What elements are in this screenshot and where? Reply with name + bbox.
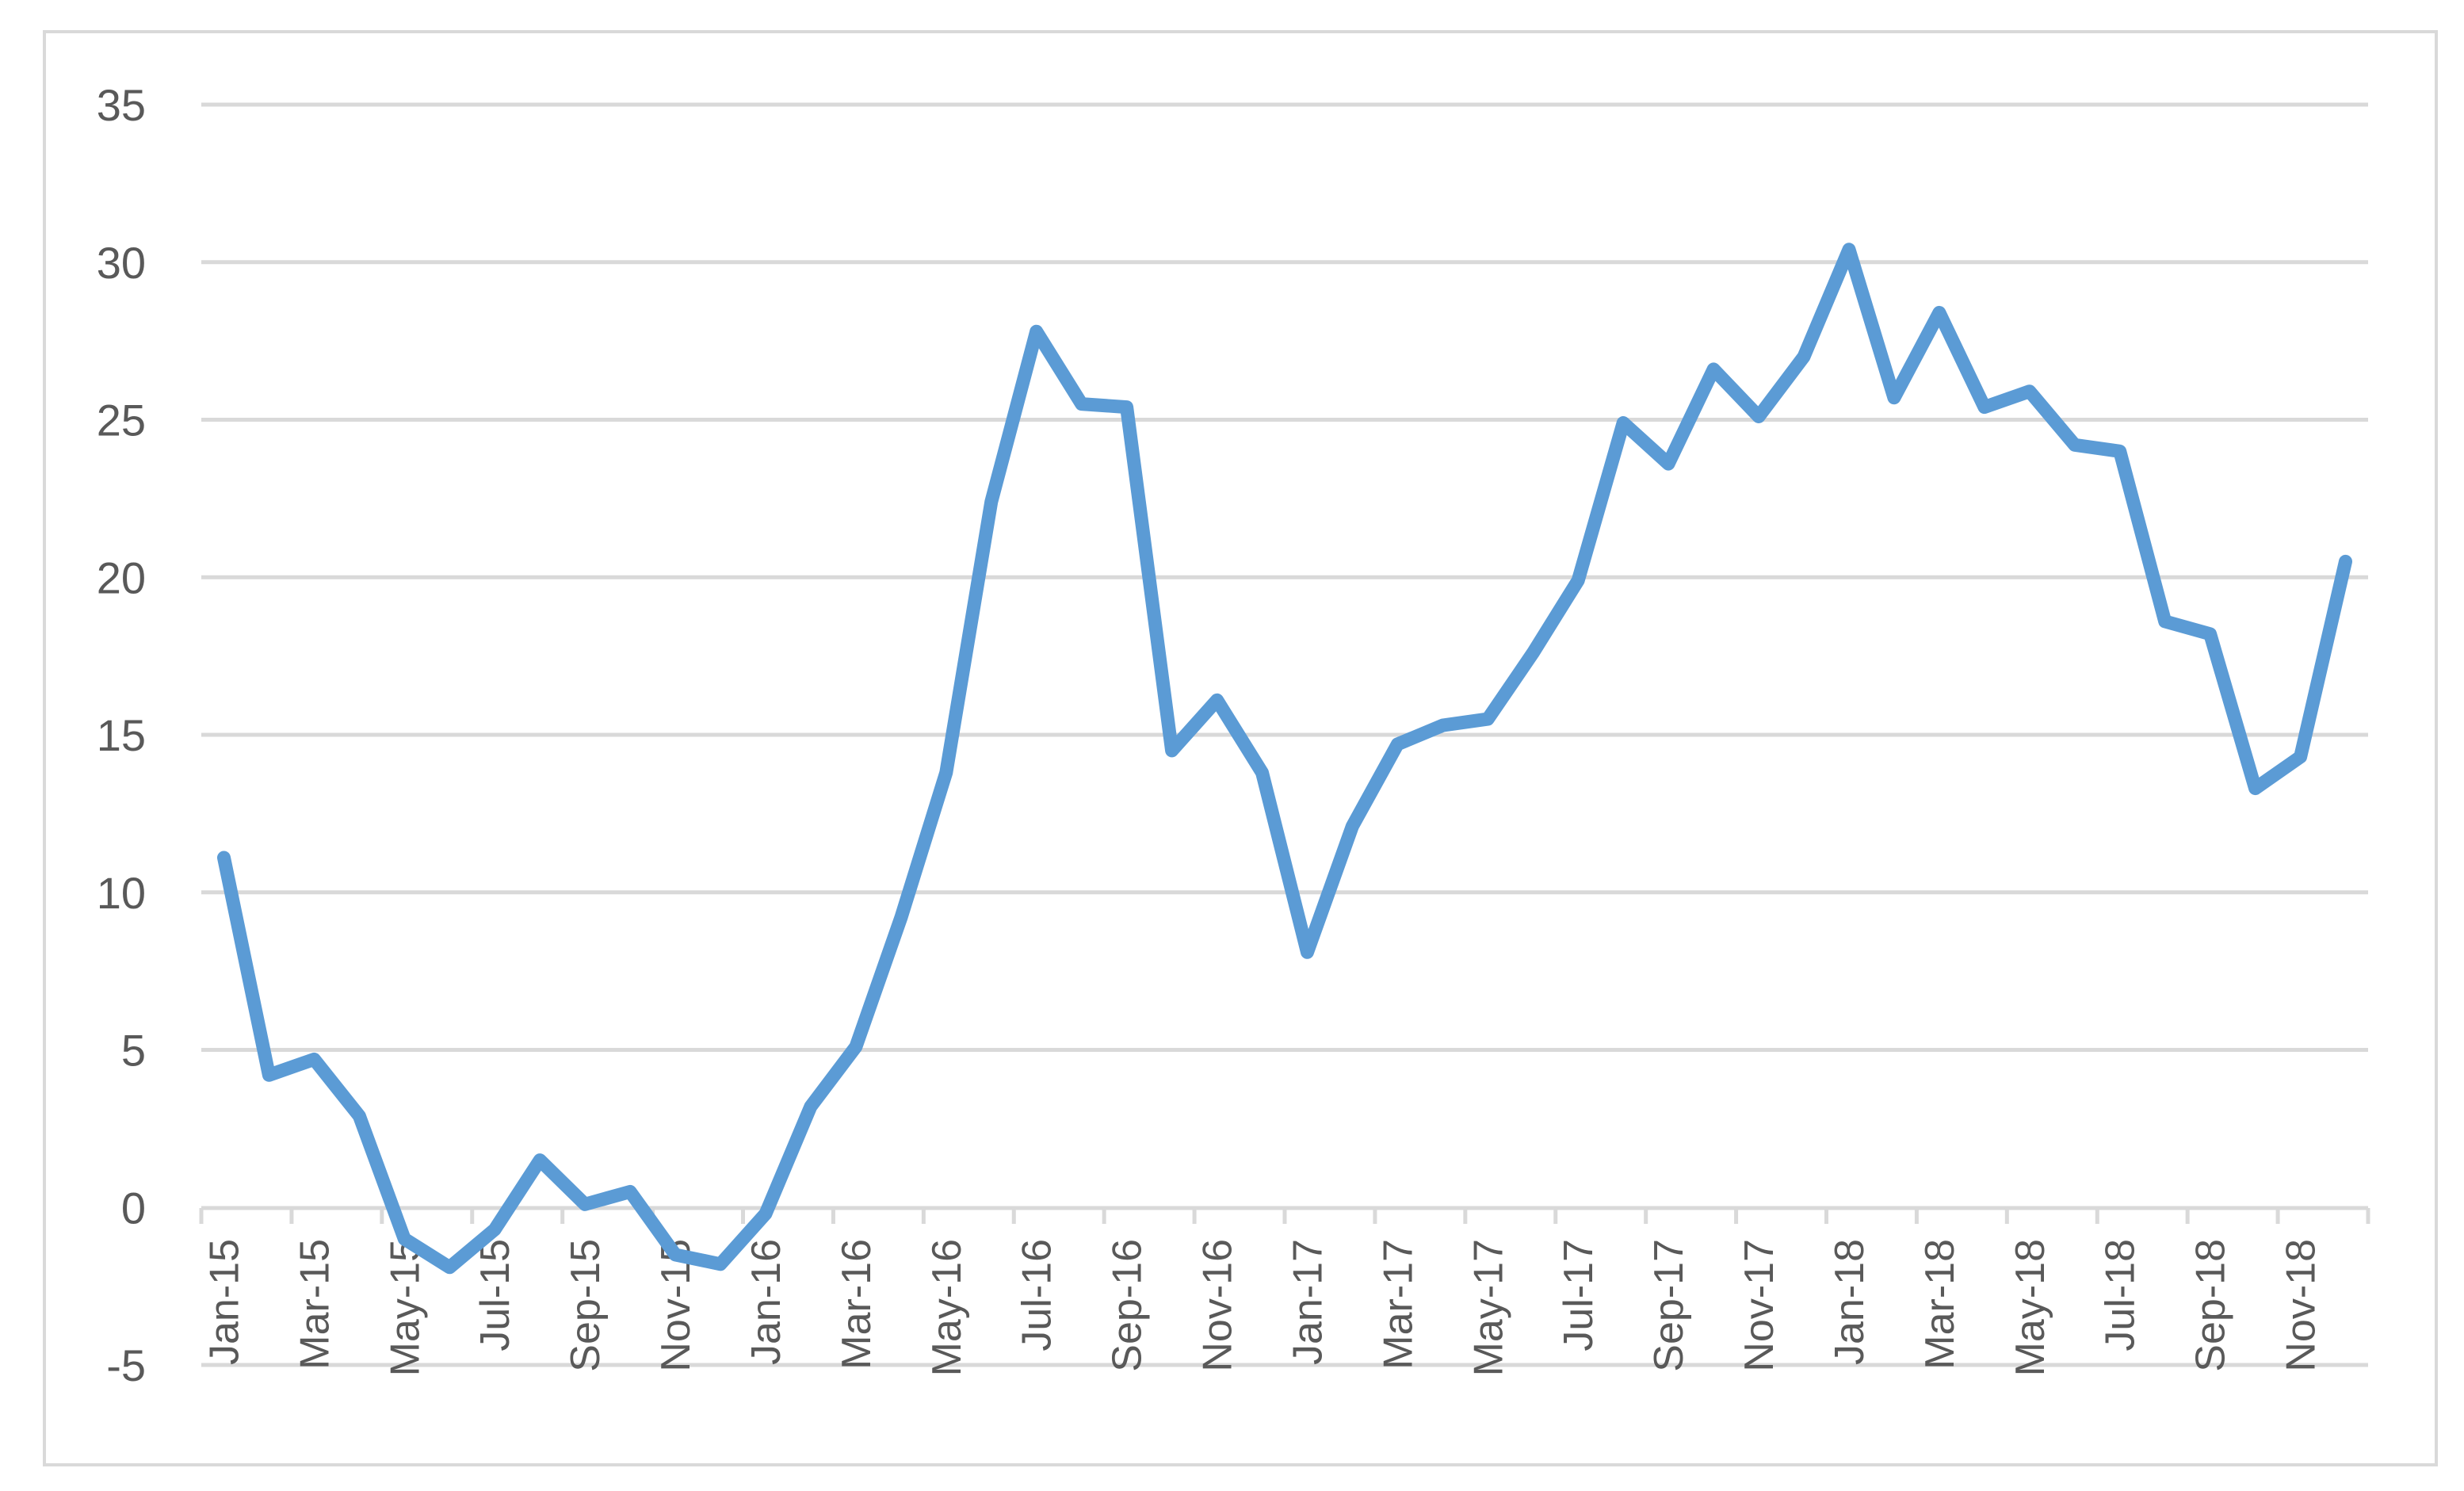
- y-tick-label: 35: [97, 80, 146, 130]
- y-tick-label: 25: [97, 396, 146, 445]
- x-tick-label: Nov-16: [1195, 1239, 1241, 1372]
- y-tick-label: 20: [97, 552, 146, 602]
- series-layer: [217, 243, 2352, 1275]
- x-tick-label: Jan-16: [743, 1239, 789, 1365]
- gridlines: [201, 102, 2368, 1367]
- y-axis-tick-labels: 35 30 25 20 15 10 5 0 -5: [97, 80, 146, 1390]
- x-tick-label: May-17: [1465, 1239, 1511, 1376]
- x-tick-label: Sep-15: [563, 1239, 609, 1372]
- y-tick-label: 15: [97, 710, 146, 760]
- x-tick-label: Jan-17: [1285, 1239, 1331, 1365]
- y-tick-label: -5: [106, 1340, 146, 1390]
- x-tick-label: May-18: [2007, 1239, 2053, 1376]
- x-tick-label: Sep-18: [2188, 1239, 2234, 1372]
- y-tick-label: 10: [97, 868, 146, 918]
- series-line: [217, 243, 2352, 1275]
- x-tick-label: Nov-18: [2279, 1239, 2325, 1372]
- x-tick-label: Jul-18: [2098, 1239, 2144, 1351]
- x-tick-label: Sep-16: [1105, 1239, 1151, 1372]
- x-tick-label: Jan-18: [1827, 1239, 1873, 1365]
- x-tick-label: May-16: [924, 1239, 970, 1376]
- x-tick-label: Sep-17: [1646, 1239, 1692, 1372]
- x-tick-label: May-15: [382, 1239, 428, 1376]
- x-tick-label: Jan-15: [201, 1239, 247, 1365]
- x-tick-label: Mar-16: [834, 1239, 880, 1370]
- x-tick-label: Mar-15: [292, 1239, 338, 1370]
- x-tick-label: Jul-17: [1556, 1239, 1602, 1351]
- x-tick-label: Nov-17: [1736, 1239, 1782, 1372]
- x-axis-tick-labels: Jan-15 Mar-15 May-15 Jul-15 Sep-15 Nov-15 Jan-…: [201, 1239, 2324, 1376]
- y-tick-label: 0: [121, 1183, 146, 1233]
- x-tick-label: Mar-18: [1917, 1239, 1963, 1370]
- x-tick-label: Jul-16: [1014, 1239, 1060, 1351]
- x-tick-label: Jul-15: [472, 1239, 518, 1351]
- y-tick-label: 5: [121, 1026, 146, 1076]
- y-tick-label: 30: [97, 238, 146, 288]
- x-tick-label: Mar-17: [1375, 1239, 1421, 1370]
- x-axis: [199, 1206, 2370, 1224]
